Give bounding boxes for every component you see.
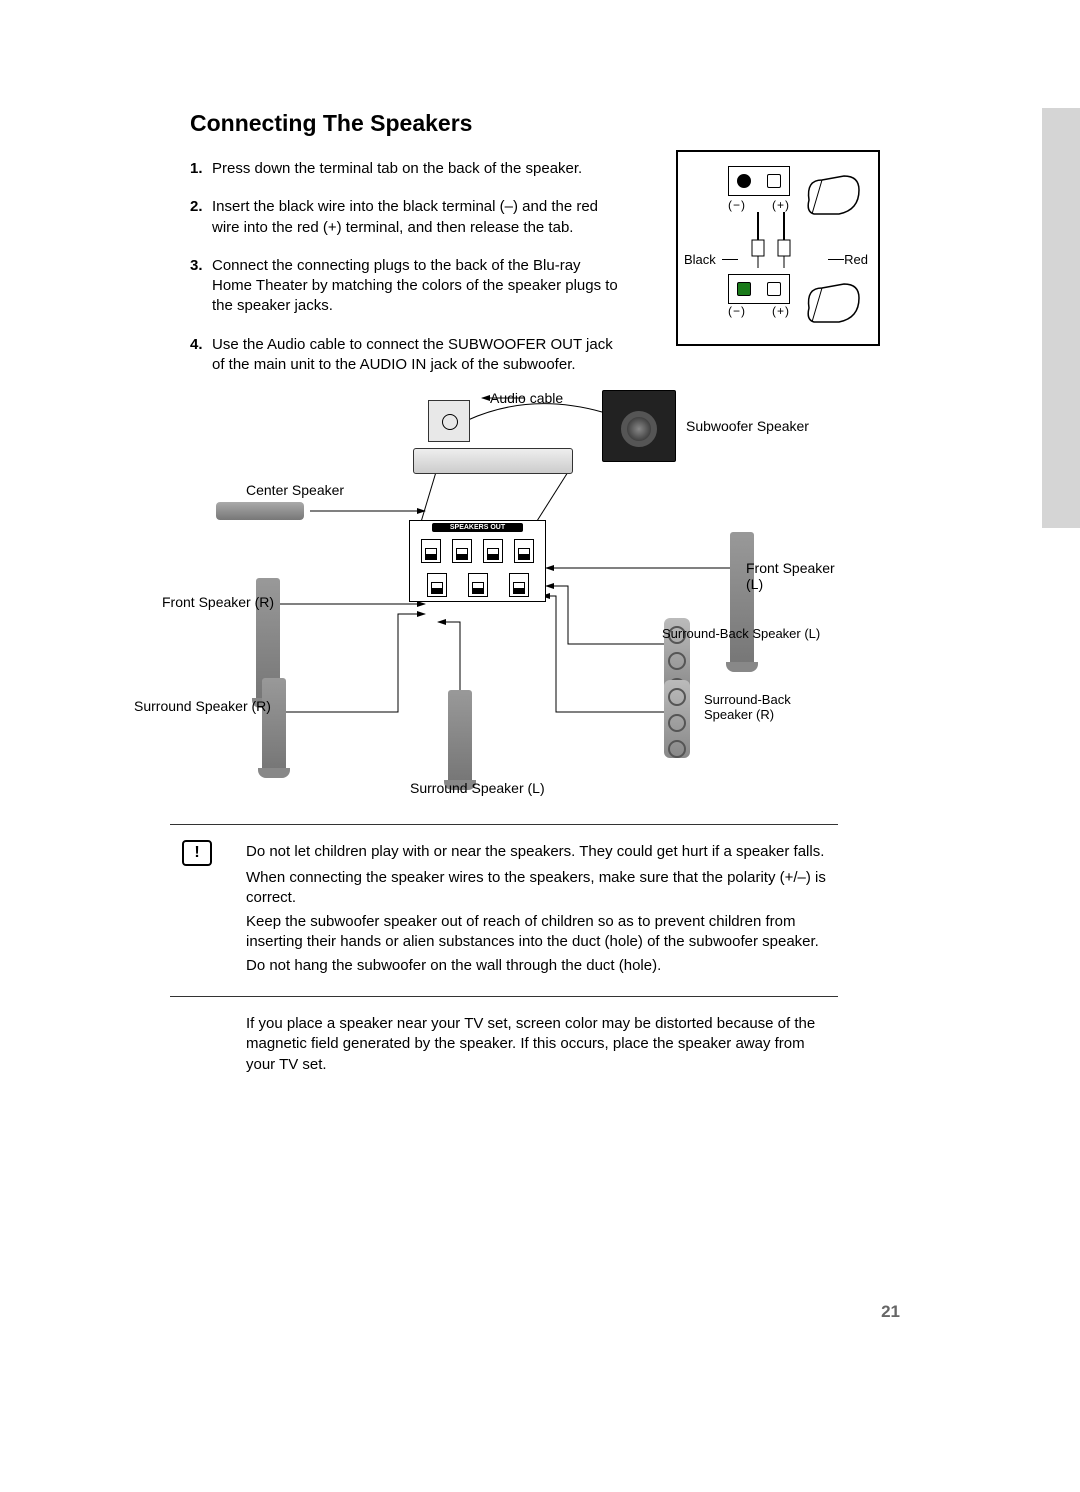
- terminal-jack-icon: [767, 282, 781, 296]
- plug-wires-icon: [738, 212, 808, 270]
- caution-text-2: When connecting the speaker wires to the…: [246, 868, 826, 909]
- leader-line: [828, 259, 844, 260]
- front-left-speaker-icon: [730, 532, 754, 662]
- polarity-marks: [728, 198, 790, 212]
- polarity-marks: [728, 304, 790, 318]
- divider: [170, 996, 838, 997]
- divider: [170, 824, 838, 825]
- caution-text-1: Do not let children play with or near th…: [246, 842, 826, 862]
- step-text: Connect the connecting plugs to the back…: [212, 256, 620, 317]
- connector-panel-icon: SPEAKERS OUT: [409, 520, 546, 602]
- leader-line: [722, 259, 738, 260]
- step-text: Insert the black wire into the black ter…: [212, 197, 620, 238]
- hand-icon: [804, 278, 864, 326]
- surround-left-label: Surround Speaker (L): [410, 780, 545, 796]
- step-3: 3. Connect the connecting plugs to the b…: [190, 256, 620, 317]
- caution-text-3: Keep the subwoofer speaker out of reach …: [246, 912, 826, 953]
- front-right-label: Front Speaker (R): [162, 594, 274, 610]
- surround-right-speaker-icon: [262, 678, 286, 768]
- side-chapter-tab: [1042, 108, 1080, 528]
- red-wire-label: Red: [844, 252, 868, 267]
- hand-icon: [804, 170, 864, 218]
- step-text: Press down the terminal tab on the back …: [212, 159, 620, 179]
- main-unit-icon: [413, 448, 573, 474]
- front-left-label: Front Speaker (L): [746, 560, 852, 592]
- subwoofer-label: Subwoofer Speaker: [686, 418, 809, 434]
- center-speaker-icon: [216, 502, 304, 520]
- section-title: Connecting The Speakers: [190, 110, 910, 137]
- subwoofer-out-module-icon: [428, 400, 470, 442]
- terminal-jack-icon: [737, 282, 751, 296]
- step-number: 4.: [190, 335, 212, 376]
- page: Connecting The Speakers 1. Press down th…: [0, 0, 1080, 1492]
- surround-back-left-label: Surround-Back Speaker (L): [662, 626, 820, 641]
- surround-back-right-label: Surround-Back Speaker (R): [704, 692, 814, 722]
- caution-icon: !: [182, 840, 212, 866]
- surround-back-right-speaker-icon: [664, 680, 690, 758]
- center-speaker-label: Center Speaker: [246, 482, 344, 498]
- terminal-jack-icon: [767, 174, 781, 188]
- black-wire-label: Black: [684, 252, 716, 267]
- terminal-panel-bottom: [728, 274, 790, 304]
- step-text: Use the Audio cable to connect the SUBWO…: [212, 335, 620, 376]
- step-number: 1.: [190, 159, 212, 179]
- note-text: If you place a speaker near your TV set,…: [246, 1014, 826, 1075]
- subwoofer-icon: [602, 390, 676, 462]
- audio-cable-label: Audio cable: [490, 390, 563, 406]
- step-1: 1. Press down the terminal tab on the ba…: [190, 159, 620, 179]
- step-2: 2. Insert the black wire into the black …: [190, 197, 620, 238]
- terminal-panel-top: [728, 166, 790, 196]
- connector-panel-header: SPEAKERS OUT: [432, 523, 523, 532]
- step-number: 3.: [190, 256, 212, 317]
- speaker-wiring-diagram: SPEAKERS OUT Audio cable Subwoofer Speak…: [170, 382, 852, 802]
- instruction-list: 1. Press down the terminal tab on the ba…: [190, 159, 620, 375]
- terminal-jack-icon: [737, 174, 751, 188]
- step-4: 4. Use the Audio cable to connect the SU…: [190, 335, 620, 376]
- step-number: 2.: [190, 197, 212, 238]
- surround-right-label: Surround Speaker (R): [134, 698, 271, 714]
- terminal-diagram: Black Red: [676, 150, 880, 346]
- caution-text-4: Do not hang the subwoofer on the wall th…: [246, 956, 826, 976]
- page-number: 21: [881, 1302, 900, 1322]
- surround-left-speaker-icon: [448, 690, 472, 780]
